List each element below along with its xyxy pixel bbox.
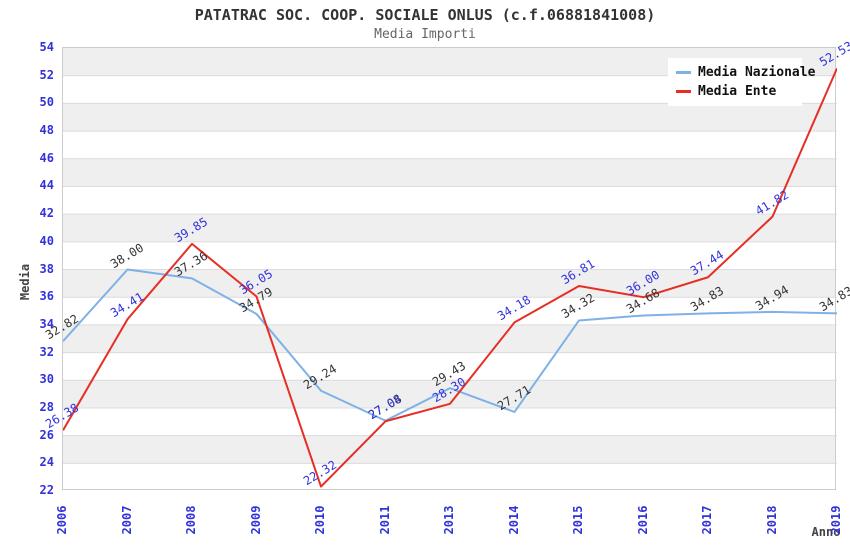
x-tick-label: 2013 xyxy=(442,505,456,535)
series-line-media-nazionale xyxy=(63,268,837,422)
x-tick-label: 2007 xyxy=(119,505,134,535)
series-lines-svg xyxy=(63,67,837,488)
y-tick-label: 32 xyxy=(39,344,54,359)
y-tick-label: 34 xyxy=(39,316,54,331)
y-tick-label: 40 xyxy=(39,233,54,248)
x-tick-label: 2015 xyxy=(571,505,585,535)
y-tick-label: 28 xyxy=(39,399,54,414)
y-tick-label: 54 xyxy=(39,40,54,54)
y-tick-label: 52 xyxy=(39,67,54,82)
legend-label: Media Nazionale xyxy=(698,65,816,80)
legend-label: Media Ente xyxy=(698,84,777,99)
plot-area xyxy=(62,47,837,490)
media-ente-swatch-icon xyxy=(676,90,691,93)
y-tick-label: 50 xyxy=(39,95,54,110)
x-tick-label: 2017 xyxy=(700,505,714,535)
y-tick-label: 46 xyxy=(39,150,54,165)
x-tick-label: 2018 xyxy=(764,505,779,535)
x-tick-label: 2010 xyxy=(313,505,327,535)
y-tick-label: 36 xyxy=(39,289,54,304)
y-tick-label: 26 xyxy=(39,427,54,442)
y-tick-label: 24 xyxy=(39,455,54,470)
x-tick-label: 2019 xyxy=(829,505,843,535)
y-tick-label: 30 xyxy=(39,372,54,387)
legend-item-media-ente[interactable]: Media Ente xyxy=(674,82,796,101)
legend-item-media-nazionale[interactable]: Media Nazionale xyxy=(674,63,815,82)
chart-subtitle: Media Importi xyxy=(374,27,476,42)
y-tick-label: 44 xyxy=(39,178,54,193)
x-tick-label: 2016 xyxy=(635,505,650,535)
x-axis-title: Anno xyxy=(811,525,841,539)
x-tick-label: 2006 xyxy=(55,505,69,535)
y-tick-label: 22 xyxy=(39,483,54,497)
chart-title: PATATRAC SOC. COOP. SOCIALE ONLUS (c.f.0… xyxy=(194,6,656,24)
media-nazionale-swatch-icon xyxy=(676,71,691,74)
series-line-media-ente xyxy=(63,67,837,488)
x-tick-label: 2014 xyxy=(506,505,521,535)
x-tick-label: 2011 xyxy=(377,505,392,535)
y-tick-label: 38 xyxy=(39,261,54,276)
legend: Media Nazionale Media Ente xyxy=(668,58,815,106)
x-tick-label: 2008 xyxy=(184,505,198,535)
y-tick-label: 48 xyxy=(39,123,54,138)
y-tick-label: 42 xyxy=(39,206,54,221)
x-tick-label: 2009 xyxy=(248,505,263,535)
